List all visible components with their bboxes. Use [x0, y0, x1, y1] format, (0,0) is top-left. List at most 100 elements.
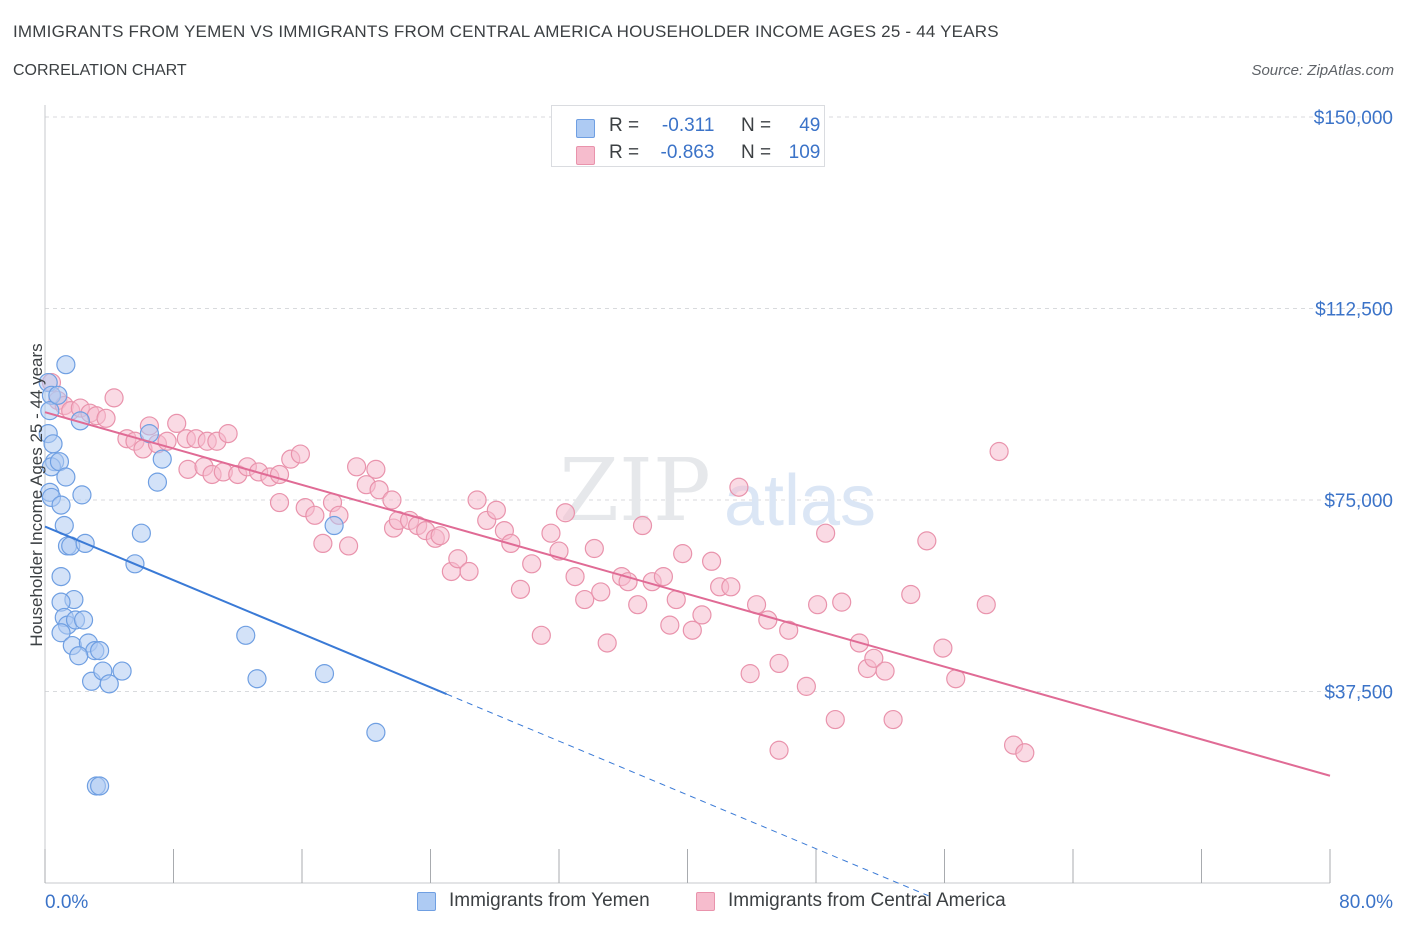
yemen-point: [152, 449, 172, 469]
yemen-point: [72, 485, 92, 505]
central-america-point: [632, 515, 653, 536]
legend-swatch-central-america: [576, 145, 595, 165]
central-america-point: [167, 413, 187, 433]
central-america-point: [758, 610, 778, 630]
r-value-central-america: -0.863: [660, 142, 715, 163]
central-america-point: [825, 709, 845, 730]
central-america-point: [565, 566, 585, 587]
central-america-point: [901, 584, 921, 605]
central-america-point: [305, 505, 325, 525]
central-america-point: [933, 638, 953, 658]
central-america-point: [96, 408, 116, 428]
y-tick-labels: $37,500 $75,000 $112,500 $150,000: [1314, 108, 1393, 704]
central-america-point: [575, 589, 595, 610]
central-america-point: [796, 676, 816, 696]
central-america-point: [769, 740, 789, 760]
central-america-point: [522, 554, 542, 574]
yemen-trend-line: [44, 525, 447, 695]
bottom-legend-yemen: Immigrants from Yemen: [417, 890, 650, 912]
y-tick-label: $150,000: [1314, 108, 1393, 129]
central-america-point: [816, 523, 836, 543]
legend-swatch-yemen: [576, 118, 595, 138]
central-america-point: [448, 549, 468, 569]
central-america-point: [808, 595, 828, 615]
source-credit: Source: ZipAtlas.com: [1251, 62, 1394, 79]
x-tick-label-min: 0.0%: [45, 892, 88, 913]
central-america-point: [883, 709, 903, 730]
central-america-point: [779, 620, 799, 640]
central-america-point: [430, 526, 450, 546]
y-tick-label: $75,000: [1324, 491, 1393, 512]
central-america-point: [591, 582, 611, 602]
bottom-legend-central-america: Immigrants from Central America: [696, 890, 1006, 912]
yemen-point: [314, 664, 335, 684]
central-america-point: [531, 625, 551, 645]
central-america-point: [369, 480, 389, 500]
yemen-point: [51, 623, 71, 643]
r-value-yemen: -0.311: [661, 115, 715, 136]
central-america-point: [366, 459, 386, 479]
central-america-point: [290, 444, 310, 464]
bottom-legend-swatch-central-america: [696, 891, 715, 911]
central-america-point: [682, 620, 702, 640]
central-america-point: [541, 523, 561, 543]
central-america-point: [673, 544, 693, 564]
bottom-legend-label-central-america: Immigrants from Central America: [728, 890, 1006, 911]
yemen-point: [56, 467, 76, 487]
r-label: R =: [609, 142, 640, 163]
central-america-point: [875, 661, 895, 681]
yemen-point: [131, 523, 151, 543]
central-america-point: [653, 566, 674, 587]
x-tick-label-max: 80.0%: [1339, 892, 1393, 913]
central-america-point: [459, 561, 479, 582]
central-america-point: [584, 538, 604, 559]
central-america-point: [104, 388, 124, 408]
central-america-point: [740, 664, 760, 684]
central-america-point: [510, 579, 531, 599]
central-america-point: [269, 492, 290, 513]
y-tick-label: $112,500: [1315, 300, 1393, 321]
central-america-points: [41, 372, 1035, 763]
central-america-point: [597, 633, 617, 653]
yemen-point: [366, 722, 386, 742]
yemen-points: [38, 355, 386, 796]
yemen-point: [236, 625, 256, 645]
yemen-point: [73, 610, 94, 630]
central-america-point: [769, 653, 789, 674]
central-america-point: [660, 615, 680, 635]
n-label: N =: [740, 142, 772, 163]
yemen-point: [48, 385, 68, 405]
n-label: N =: [740, 115, 772, 136]
watermark-atlas: atlas: [724, 461, 876, 541]
yemen-point: [69, 646, 89, 666]
chart-subtitle: CORRELATION CHART: [13, 62, 187, 79]
central-america-point: [729, 477, 749, 497]
correlation-legend: R = -0.311 N = 49 R = -0.863 N = 109: [551, 105, 825, 167]
yemen-point: [56, 355, 76, 375]
watermark: ZIP atlas: [559, 441, 876, 541]
central-america-point: [555, 503, 576, 523]
yemen-point: [90, 641, 110, 661]
central-america-point: [347, 457, 367, 477]
r-label: R =: [609, 115, 640, 136]
n-value-central-america: 109: [788, 142, 821, 163]
central-america-point: [864, 648, 884, 668]
x-tick-labels: 0.0% 80.0%: [45, 892, 1393, 913]
bottom-legend-label-yemen: Immigrants from Yemen: [449, 890, 650, 911]
y-axis-label: Householder Income Ages 25 - 44 years: [27, 343, 46, 647]
central-america-point: [976, 595, 996, 615]
central-america-point: [618, 572, 638, 592]
trend-lines: [44, 411, 1331, 897]
central-america-point: [832, 592, 852, 612]
bottom-legend-swatch-yemen: [417, 891, 436, 911]
central-america-trend-line: [44, 411, 1331, 777]
chart-title: IMMIGRANTS FROM YEMEN VS IMMIGRANTS FROM…: [13, 22, 999, 41]
yemen-point: [70, 411, 90, 431]
central-america-point: [178, 459, 198, 479]
yemen-point: [247, 669, 267, 689]
central-america-point: [467, 490, 487, 510]
y-tick-label: $37,500: [1324, 683, 1393, 704]
yemen-point: [90, 776, 110, 796]
yemen-point: [112, 661, 132, 681]
